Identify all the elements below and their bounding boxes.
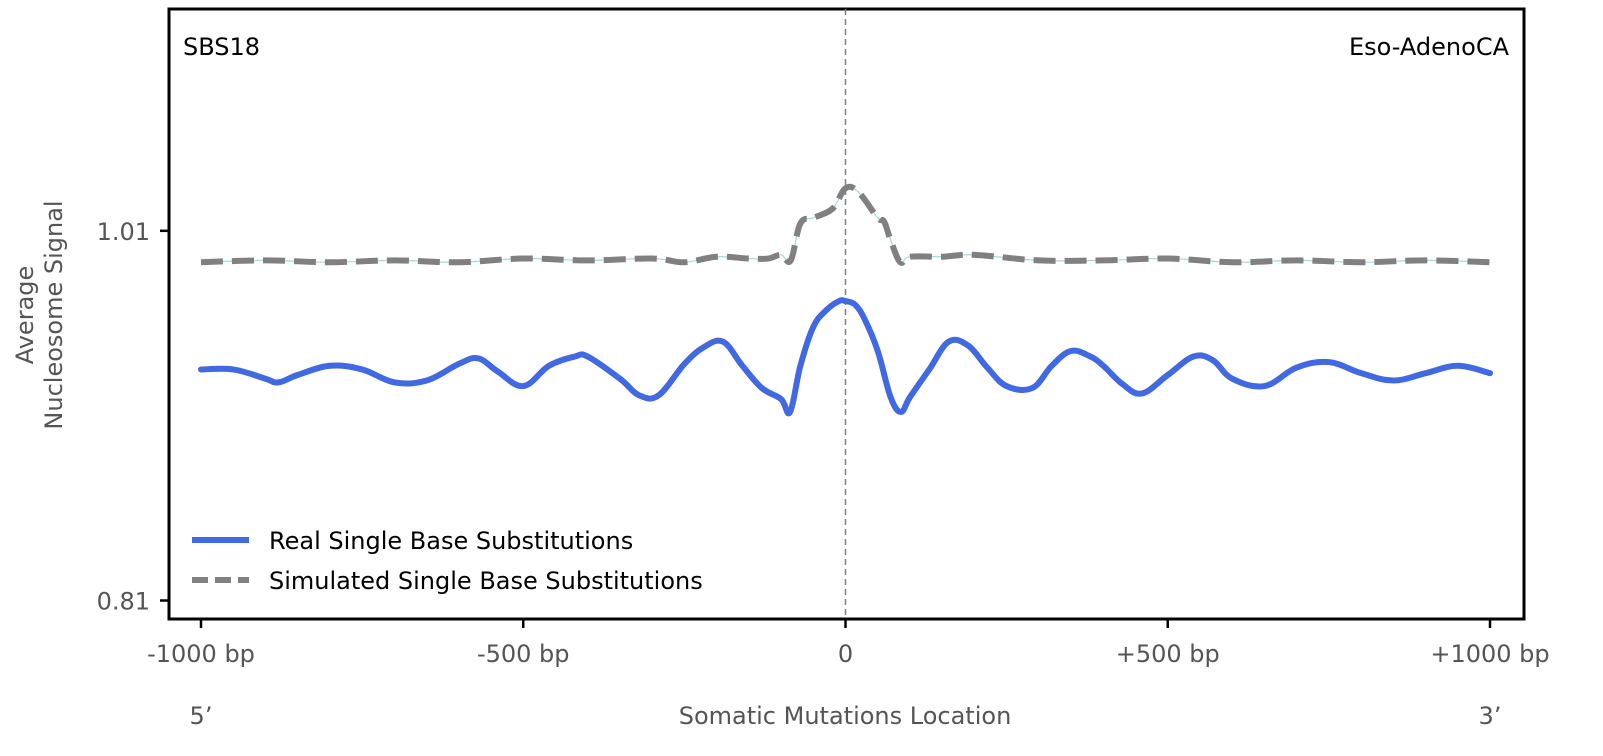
cancer-type-label: Eso-AdenoCA	[1349, 33, 1510, 61]
x-tick-label: +500 bp	[1116, 640, 1220, 668]
signature-label: SBS18	[183, 33, 260, 61]
x-tick-label: 0	[838, 640, 853, 668]
y-axis-title-line2: Nucleosome Signal	[40, 200, 68, 429]
legend-label-simulated: Simulated Single Base Substitutions	[269, 567, 703, 595]
x-axis-title: Somatic Mutations Location	[679, 702, 1012, 730]
legend-label-real: Real Single Base Substitutions	[269, 527, 633, 555]
series-line-simulated	[200, 183, 1491, 266]
x-tick-label: -500 bp	[477, 640, 570, 668]
y-tick-label: 0.81	[97, 588, 150, 616]
three-prime-label: 3’	[1479, 702, 1502, 730]
series-line-real	[198, 297, 1493, 417]
legend: Real Single Base Substitutions Simulated…	[192, 527, 703, 595]
five-prime-label: 5’	[190, 702, 213, 730]
y-axis-title-line1: Average	[11, 266, 39, 365]
series-layer	[198, 183, 1493, 417]
y-tick-label: 1.01	[97, 218, 150, 246]
tick-layer: -1000 bp -500 bp 0 +500 bp +1000 bp 0.81 1.01	[97, 218, 1550, 668]
x-tick-label: +1000 bp	[1430, 640, 1549, 668]
x-tick-label: -1000 bp	[147, 640, 255, 668]
